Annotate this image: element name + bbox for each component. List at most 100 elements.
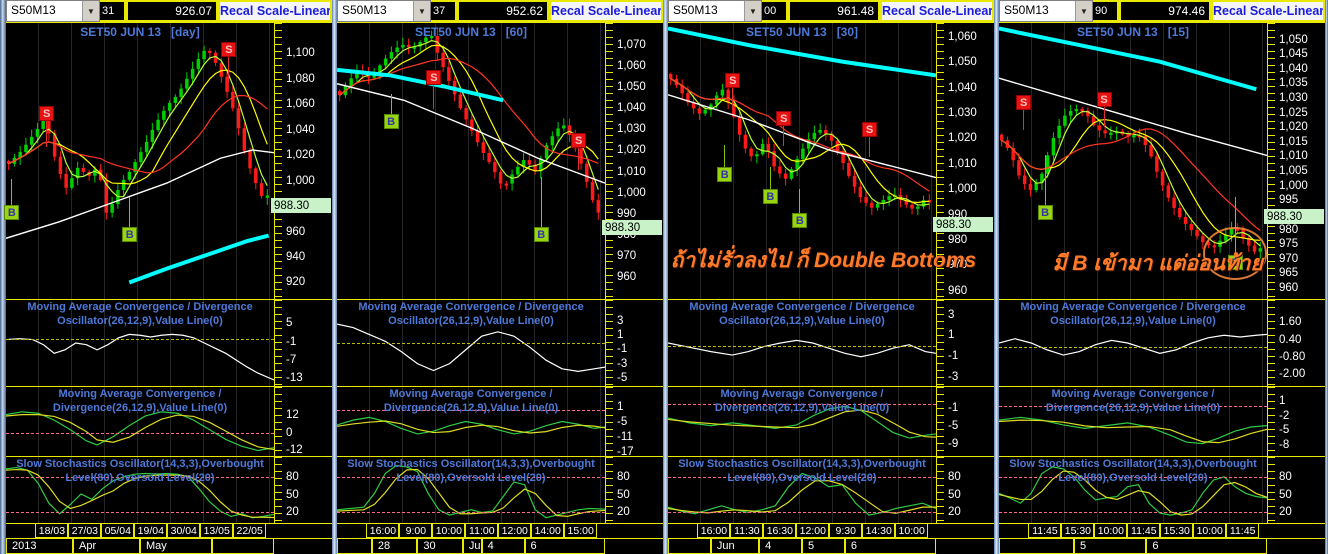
axis-label: -2 [1279,409,1290,422]
axis-label: 20 [1279,506,1292,519]
axis-label: 5 [286,317,293,330]
axis-label: 965 [1279,267,1299,280]
symbol-dropdown[interactable]: S50M13 ▼ [6,0,100,22]
last-price-label: 988.30 [933,217,993,233]
stochastics-plot: Slow Stochastics Oscillator(14,3,3),Over… [6,457,274,523]
time-cell: 15:00 [564,524,598,538]
threshold-line [668,403,936,405]
axis-label: -9 [948,438,959,451]
main-chart-row: SET50 JUN 13 [day] B S B S 1,100 1,080 1,060 1,… [4,22,332,299]
buy-marker: B [717,166,733,182]
time-cell: 10:00 [1094,524,1128,538]
sell-marker: S [39,105,55,121]
symbol-value: S50M13 [342,3,387,17]
macd-oscillator-plot: Moving Average Convergence / Divergence O… [999,300,1267,386]
macd-oscillator-title: Moving Average Convergence / Divergence O… [27,301,253,327]
macd-oscillator-title: Moving Average Convergence / Divergence O… [689,301,915,327]
time-cell: 10:00 [1193,524,1227,538]
recal-scale-button[interactable]: Recal Scale-Linear [218,0,332,22]
axis-label: 1,005 [1279,165,1308,178]
macd-oscillator-row: Moving Average Convergence / Divergence O… [668,299,994,386]
axis-label: 80 [286,470,299,483]
chevron-down-icon[interactable]: ▼ [82,1,99,21]
macd-oscillator-axis: 1.60 0.40 -0.80 -2.00 [1267,300,1325,386]
axis-ticks [937,387,944,456]
macd-plot: Moving Average Convergence / Divergence(2… [337,387,605,456]
chevron-down-icon[interactable]: ▼ [413,1,430,21]
hand-annotation: ถ้าไม่รั่วลงไป ก็ Double Bottoms [670,248,977,272]
macd-row: Moving Average Convergence / Divergence(2… [337,386,663,458]
axis-ticks [1268,300,1275,386]
chart-title: SET50 JUN 13 [15] [999,25,1267,39]
panel-separator[interactable] [332,0,337,554]
time-cell: 27/03 [68,524,102,538]
recal-scale-button[interactable]: Recal Scale-Linear [880,0,994,22]
candlestick-svg [337,23,605,299]
threshold-line [668,476,936,478]
stochastics-title: Slow Stochastics Oscillator(14,3,3),Over… [16,458,264,484]
axis-label: 20 [286,506,299,519]
recal-scale-button[interactable]: Recal Scale-Linear [1211,0,1325,22]
axis-label: 1,020 [948,132,977,145]
time-cell: 14:00 [531,524,565,538]
period-axis-row: 2830Jun46 [337,538,663,554]
chart-timeframe-label: [30] [836,25,859,39]
signal-connector [1103,107,1105,127]
time-axis-row: 16:00 11:30 16:30 12:00 9:30 14:30 10:00 [668,523,994,538]
macd-plot: Moving Average Convergence / Divergence(2… [668,387,936,456]
price-axis: 1,1001,0801,0601,0401,0201,0009809609409… [271,23,332,299]
axis-label: 940 [286,250,306,263]
buy-marker: B [792,213,808,229]
symbol-dropdown[interactable]: S50M13 ▼ [668,0,762,22]
axis-label: 1,025 [1279,106,1308,119]
axis-ticks [1268,387,1275,456]
buy-marker: B [533,227,549,243]
last-value-box: 961.48 [788,0,880,22]
chart-symbol-label: SET50 JUN 13 [80,25,162,39]
chevron-down-icon[interactable]: ▼ [744,1,761,21]
symbol-dropdown[interactable]: S50M13 ▼ [999,0,1093,22]
sell-marker: S [1096,92,1112,107]
axis-label: 1,040 [1279,62,1308,75]
signal-connector [732,87,734,110]
stochastics-axis: 80 50 20 [936,457,994,523]
signal-connector [799,189,801,214]
main-chart-row: SET50 JUN 13 [30] S B S B B S ถ้าไม่รั่วลงไป ก็… [668,22,994,299]
period-cell: Apr [73,539,140,554]
panel-toolbar: S50M13 ▼ 00 961.48 Recal Scale-Linear [668,0,994,22]
sell-marker: S [426,69,442,85]
macd-oscillator-row: Moving Average Convergence / Divergence O… [999,299,1325,386]
stochastics-plot: Slow Stochastics Oscillator(14,3,3),Over… [668,457,936,523]
threshold-line [668,345,936,347]
main-chart-row: SET50 JUN 13 [15] S B S B มี B เข้ามา แต่อ่อน… [999,22,1325,299]
candlestick-svg [668,23,936,299]
period-cell [337,539,372,554]
hand-annotation: มี B เข้ามา แต่อ่อนท้าย [1052,251,1263,275]
panel-separator[interactable] [663,0,668,554]
axis-label: 1,030 [1279,92,1308,104]
period-cell: Jun [462,539,482,554]
buy-marker: B [1037,205,1053,221]
time-cell: 12:00 [498,524,532,538]
symbol-dropdown[interactable]: S50M13 ▼ [337,0,431,22]
axis-label: 1,020 [286,149,315,162]
chart-timeframe-label: [day] [171,25,200,39]
last-price-label: 988.30 [602,220,662,236]
time-cell: 11:45 [1028,524,1062,538]
stochastics-plot: Slow Stochastics Oscillator(14,3,3),Over… [999,457,1267,523]
buy-marker: B [4,205,20,221]
recal-scale-button[interactable]: Recal Scale-Linear [549,0,663,22]
chevron-down-icon[interactable]: ▼ [1075,1,1092,21]
signal-connector [129,197,131,228]
axis-label: -2.00 [1279,367,1306,380]
threshold-line [6,432,274,434]
period-axis-row: 2013 Apr May [6,538,332,554]
axis-ticks [275,300,282,386]
panel-separator[interactable] [994,0,999,554]
oscillator-svg [6,300,274,386]
axis-label: -5 [948,420,959,433]
time-cell: 12:00 [796,524,830,538]
macd-axis: 12 0 -12 [274,387,332,456]
partial-value-box: 37 [431,0,457,22]
